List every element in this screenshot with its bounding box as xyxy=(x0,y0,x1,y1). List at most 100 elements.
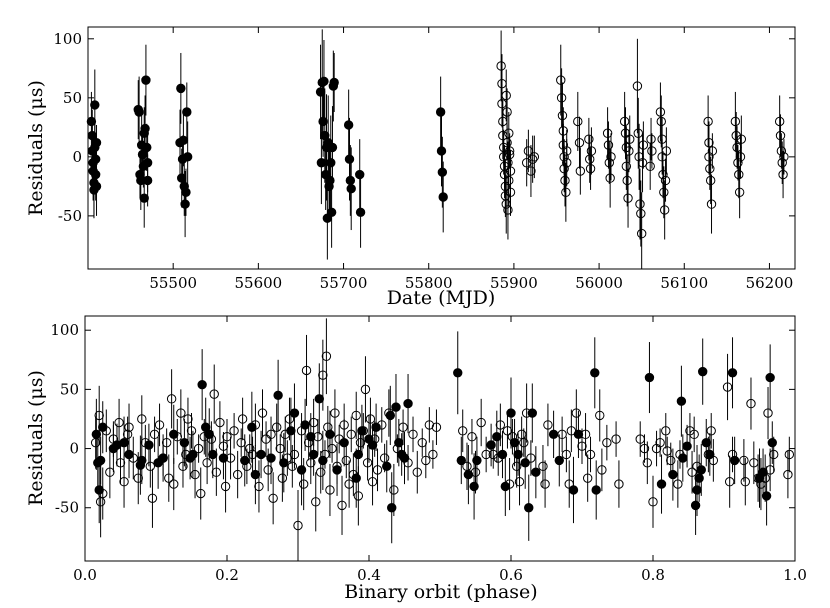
y-tick-label: 50 xyxy=(63,89,82,107)
filled-data-point xyxy=(266,453,276,463)
open-data-point xyxy=(154,420,165,430)
open-data-point xyxy=(574,137,585,148)
open-data-point xyxy=(476,417,486,428)
open-data-point xyxy=(636,208,646,219)
open-data-point xyxy=(736,134,747,144)
x-tick-label: 55800 xyxy=(405,274,453,292)
open-data-point xyxy=(646,134,656,144)
bottom-plot-frame xyxy=(84,315,796,562)
open-data-point xyxy=(734,169,744,180)
open-data-point xyxy=(218,441,229,451)
open-data-point xyxy=(611,434,621,444)
y-tick-label: 0 xyxy=(69,440,79,458)
open-data-point xyxy=(325,485,335,495)
open-data-point xyxy=(318,370,328,380)
open-data-point xyxy=(137,414,147,424)
top-plot-frame xyxy=(87,26,796,270)
open-data-point xyxy=(706,199,717,209)
open-data-point xyxy=(778,169,788,180)
open-data-point xyxy=(308,417,319,428)
open-data-point xyxy=(635,199,645,209)
open-data-point xyxy=(505,187,516,197)
open-data-point xyxy=(311,497,321,507)
open-data-point xyxy=(648,497,658,507)
open-data-point xyxy=(660,175,671,186)
open-data-point xyxy=(178,461,188,472)
filled-data-point xyxy=(355,207,366,218)
open-data-point xyxy=(661,146,672,156)
open-data-point xyxy=(181,449,191,460)
open-data-point xyxy=(502,107,512,117)
open-data-point xyxy=(412,467,422,477)
open-data-point xyxy=(605,173,615,183)
open-data-point xyxy=(595,410,605,421)
open-data-point xyxy=(263,465,273,475)
open-data-point xyxy=(606,152,616,162)
open-data-point xyxy=(557,429,567,440)
open-data-point xyxy=(470,467,481,477)
open-data-point xyxy=(358,426,369,436)
open-data-point xyxy=(636,228,647,239)
open-data-point xyxy=(355,437,366,448)
filled-data-point xyxy=(343,120,354,130)
open-data-point xyxy=(724,477,735,487)
x-tick-label: 55900 xyxy=(490,274,538,292)
open-data-point xyxy=(777,158,787,168)
open-data-point xyxy=(229,426,239,436)
open-data-point xyxy=(140,437,151,448)
open-data-point xyxy=(323,422,333,432)
open-data-point xyxy=(196,488,206,499)
filled-data-point xyxy=(453,368,463,378)
filled-data-point xyxy=(554,455,564,466)
filled-data-point xyxy=(279,458,289,468)
open-data-point xyxy=(705,163,715,174)
open-data-point xyxy=(706,426,716,436)
open-data-point xyxy=(656,116,666,127)
open-data-point xyxy=(287,461,298,472)
filled-data-point xyxy=(492,432,502,442)
open-data-point xyxy=(237,414,248,424)
open-data-point xyxy=(360,384,371,395)
open-data-point xyxy=(133,473,143,483)
open-data-point xyxy=(367,477,378,487)
open-data-point xyxy=(458,426,468,436)
open-data-point xyxy=(232,469,243,480)
open-data-point xyxy=(266,429,276,440)
filled-data-point xyxy=(289,408,300,418)
filled-data-point xyxy=(296,465,307,475)
open-data-point xyxy=(734,187,745,197)
filled-data-point xyxy=(676,396,687,406)
open-data-point xyxy=(558,140,569,150)
open-data-point xyxy=(603,140,614,150)
x-tick-label: 55600 xyxy=(235,274,283,292)
open-data-point xyxy=(638,140,649,150)
open-data-point xyxy=(504,149,515,160)
open-data-point xyxy=(247,449,258,460)
open-data-point xyxy=(566,426,577,436)
x-tick-label: 0.0 xyxy=(73,566,97,584)
open-data-point xyxy=(372,465,383,475)
filled-data-point xyxy=(91,181,102,192)
open-data-point xyxy=(661,426,671,436)
filled-data-point xyxy=(140,123,150,134)
open-data-point xyxy=(561,449,572,460)
filled-data-point xyxy=(486,440,496,450)
bottom-plot-marks xyxy=(90,318,795,561)
open-data-point xyxy=(560,175,570,186)
open-data-point xyxy=(556,75,566,85)
open-data-point xyxy=(708,455,719,466)
open-data-point xyxy=(462,461,472,472)
open-data-point xyxy=(624,146,634,156)
filled-data-point xyxy=(524,503,534,513)
open-data-point xyxy=(337,500,347,511)
open-data-point xyxy=(746,398,756,409)
filled-data-point xyxy=(137,455,147,466)
open-data-point xyxy=(689,429,699,440)
x-tick-label: 55700 xyxy=(320,274,368,292)
open-data-point xyxy=(488,449,498,460)
open-data-point xyxy=(655,107,666,117)
open-data-point xyxy=(561,187,571,197)
open-data-point xyxy=(95,497,106,507)
open-data-point xyxy=(784,449,795,460)
